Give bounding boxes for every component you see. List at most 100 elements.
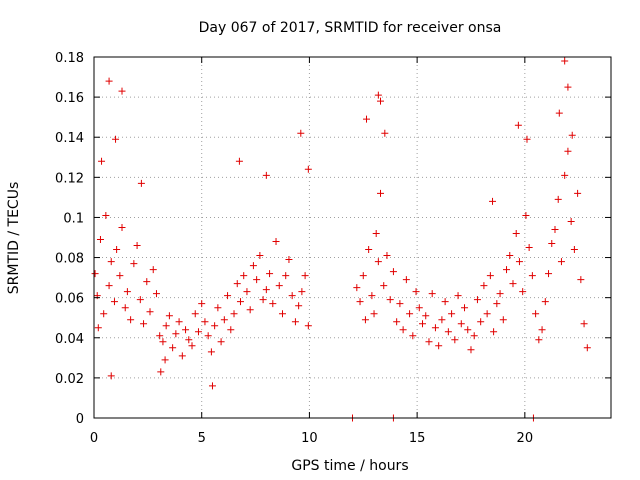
data-point — [275, 282, 283, 290]
data-point — [116, 272, 124, 280]
data-point — [457, 320, 465, 328]
data-point — [211, 322, 219, 330]
data-point — [444, 328, 452, 336]
data-point — [467, 346, 475, 354]
data-point — [483, 310, 491, 318]
data-point — [140, 320, 148, 328]
data-point — [431, 324, 439, 332]
data-point — [288, 292, 296, 300]
data-point — [523, 135, 531, 143]
data-point — [256, 252, 264, 260]
data-point — [514, 121, 522, 129]
data-point — [509, 280, 517, 288]
data-point — [96, 236, 104, 244]
data-point — [157, 368, 165, 376]
data-point — [94, 324, 102, 332]
data-point — [236, 298, 244, 306]
data-point — [451, 336, 459, 344]
data-point — [161, 356, 169, 364]
data-point — [577, 276, 585, 284]
data-point — [149, 266, 157, 274]
data-point — [583, 344, 591, 352]
data-point — [548, 240, 556, 248]
data-point — [278, 310, 286, 318]
data-point — [541, 298, 549, 306]
data-point — [473, 296, 481, 304]
data-point — [381, 129, 389, 137]
data-point — [380, 282, 388, 290]
data-point — [253, 276, 261, 284]
data-point — [285, 256, 293, 264]
data-point — [570, 246, 578, 254]
data-point — [198, 300, 206, 308]
data-point — [137, 179, 145, 187]
data-point — [112, 135, 120, 143]
data-point — [377, 97, 385, 105]
data-point — [105, 77, 113, 85]
data-point — [178, 352, 186, 360]
data-point — [525, 244, 533, 252]
data-point — [461, 304, 469, 312]
data-point — [356, 298, 364, 306]
data-point — [399, 326, 407, 334]
data-point — [561, 171, 569, 179]
data-point — [249, 262, 257, 270]
data-point — [406, 310, 414, 318]
data-point — [191, 310, 199, 318]
data-point — [512, 229, 520, 237]
data-point — [188, 342, 196, 350]
data-point — [127, 316, 135, 324]
data-point — [499, 316, 507, 324]
data-point — [227, 326, 235, 334]
data-point — [175, 318, 183, 326]
data-point — [568, 131, 576, 139]
data-point — [156, 332, 164, 340]
data-point — [98, 157, 106, 165]
y-tick-label: 0.04 — [55, 332, 84, 347]
data-point — [538, 326, 546, 334]
data-point — [272, 238, 280, 246]
data-point — [528, 272, 536, 280]
y-tick-label: 0.02 — [55, 372, 84, 387]
y-tick-label: 0.18 — [55, 51, 84, 66]
data-point — [441, 298, 449, 306]
data-point — [110, 298, 118, 306]
data-point — [107, 258, 115, 266]
data-point — [522, 211, 530, 219]
data-point — [118, 223, 126, 231]
x-axis-label: GPS time / hours — [291, 458, 408, 474]
y-axis-label: SRMTID / TECUs — [6, 182, 22, 295]
data-point — [567, 217, 575, 225]
data-point — [123, 288, 131, 296]
data-point — [409, 332, 417, 340]
data-point — [412, 288, 420, 296]
data-point — [435, 342, 443, 350]
data-point — [365, 246, 373, 254]
data-point — [535, 336, 543, 344]
data-point — [438, 316, 446, 324]
data-point — [393, 318, 401, 326]
data-point — [133, 242, 141, 250]
data-point — [428, 290, 436, 298]
data-point — [169, 344, 177, 352]
data-point — [470, 332, 478, 340]
data-point — [185, 336, 193, 344]
data-point — [121, 304, 129, 312]
y-tick-label: 0.12 — [55, 171, 84, 186]
data-point — [143, 278, 151, 286]
y-tick-label: 0.16 — [55, 91, 84, 106]
y-tick-label: 0.14 — [55, 131, 84, 146]
data-point — [496, 290, 504, 298]
data-point — [262, 171, 270, 179]
data-point — [554, 195, 562, 203]
data-point — [489, 197, 497, 205]
data-point — [574, 189, 582, 197]
data-point — [490, 328, 498, 336]
data-point — [240, 272, 248, 280]
data-point — [359, 272, 367, 280]
data-point — [506, 252, 514, 260]
data-point — [243, 288, 251, 296]
data-markers — [91, 57, 591, 422]
